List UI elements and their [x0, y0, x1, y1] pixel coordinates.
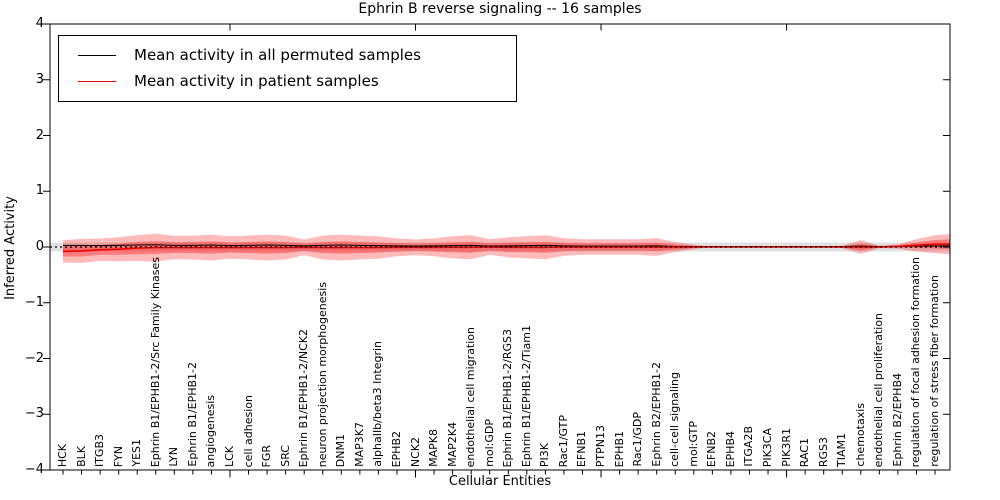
x-tick-label: Ephrin B2/EPHB1-2 — [649, 362, 663, 467]
y-tick-label: 2 — [35, 127, 44, 143]
legend-label-patient: Mean activity in patient samples — [134, 72, 379, 90]
x-tick-label: regulation of focal adhesion formation — [909, 256, 923, 467]
x-tick-label: SRC — [278, 445, 292, 467]
x-tick-label: cell adhesion — [241, 394, 255, 467]
x-tick-label: EFNB2 — [705, 430, 719, 467]
x-tick-label: angiogenesis — [204, 394, 218, 468]
x-tick-label: TIAM1 — [835, 433, 849, 467]
x-tick-label: PIK3CA — [761, 427, 775, 467]
y-tick-label: 1 — [35, 183, 44, 199]
x-tick-label: ITGB3 — [93, 433, 107, 467]
y-tick-label: 3 — [35, 71, 44, 87]
x-tick-label: EPHB1 — [612, 430, 626, 467]
x-tick-label: Ephrin B1/EPHB1-2/NCK2 — [297, 328, 311, 467]
x-tick-label: MAP3K7 — [352, 422, 366, 467]
x-tick-label: NCK2 — [408, 436, 422, 467]
x-axis-label: Cellular Entities — [448, 474, 552, 489]
legend-row-permuted: Mean activity in all permuted samples — [59, 42, 516, 68]
legend-swatch-patient — [78, 80, 116, 82]
x-tick-label: HCK — [56, 443, 69, 467]
y-tick-label: −3 — [24, 406, 44, 422]
x-tick-label: EPHB2 — [389, 430, 403, 467]
x-tick-label: endothelial cell proliferation — [872, 312, 886, 467]
x-tick-label: YES1 — [130, 439, 144, 467]
x-tick-label: mol:GTP — [686, 421, 700, 467]
chart-title: Ephrin B reverse signaling -- 16 samples — [358, 1, 642, 17]
legend: Mean activity in all permuted samples Me… — [58, 35, 517, 102]
y-tick-label: 0 — [35, 239, 44, 254]
x-tick-label: regulation of stress fiber formation — [928, 275, 941, 467]
x-tick-label: RGS3 — [816, 436, 830, 467]
x-tick-label: LCK — [222, 445, 236, 467]
x-tick-label: endothelial cell migration — [464, 326, 478, 467]
x-tick-label: chemotaxis — [853, 403, 867, 467]
x-tick-label: EPHB4 — [723, 430, 737, 467]
x-tick-label: Ephrin B1/EPHB1-2/Src Family Kinases — [148, 256, 162, 467]
x-tick-label: Rac1/GDP — [631, 412, 645, 467]
x-tick-label: alphaIIb/beta3 Integrin — [371, 341, 385, 467]
x-tick-label: EFNB1 — [575, 430, 589, 467]
x-tick-label: Rac1/GTP — [556, 414, 570, 467]
x-tick-label: FYN — [111, 445, 125, 467]
x-tick-label: Ephrin B1/EPHB1-2/RGS3 — [501, 328, 515, 467]
x-tick-label: ITGA2B — [742, 426, 756, 467]
x-tick-label: mol:GDP — [482, 419, 496, 467]
legend-swatch-permuted — [78, 54, 116, 56]
x-tick-label: MAPK8 — [427, 429, 441, 467]
legend-label-permuted: Mean activity in all permuted samples — [134, 46, 421, 64]
y-tick-label: −1 — [24, 294, 44, 310]
x-tick-label: RAC1 — [798, 437, 812, 467]
x-tick-label: Ephrin B1/EPHB1-2/Tiam1 — [519, 324, 533, 467]
x-tick-label: BLK — [74, 446, 88, 467]
x-tick-label: FGR — [260, 444, 274, 468]
x-tick-label: Ephrin B1/EPHB1-2 — [185, 362, 199, 467]
x-tick-label: DNM1 — [334, 433, 348, 467]
x-tick-label: Ephrin B2/EPHB4 — [890, 373, 904, 467]
x-tick-label: MAP2K4 — [445, 422, 459, 467]
x-tick-label: neuron projection morphogenesis — [315, 281, 329, 467]
x-tick-label: PI3K — [538, 442, 552, 467]
x-tick-label: PIK3R1 — [779, 428, 793, 467]
x-tick-label: cell-cell signaling — [668, 372, 682, 467]
legend-row-patient: Mean activity in patient samples — [59, 68, 516, 94]
y-tick-label: −4 — [24, 462, 44, 477]
patient-band-outer — [63, 233, 950, 263]
x-tick-label: LYN — [167, 447, 181, 467]
y-tick-label: −2 — [24, 350, 44, 366]
x-tick-label: PTPN13 — [594, 424, 608, 467]
y-tick-label: 4 — [35, 16, 44, 31]
